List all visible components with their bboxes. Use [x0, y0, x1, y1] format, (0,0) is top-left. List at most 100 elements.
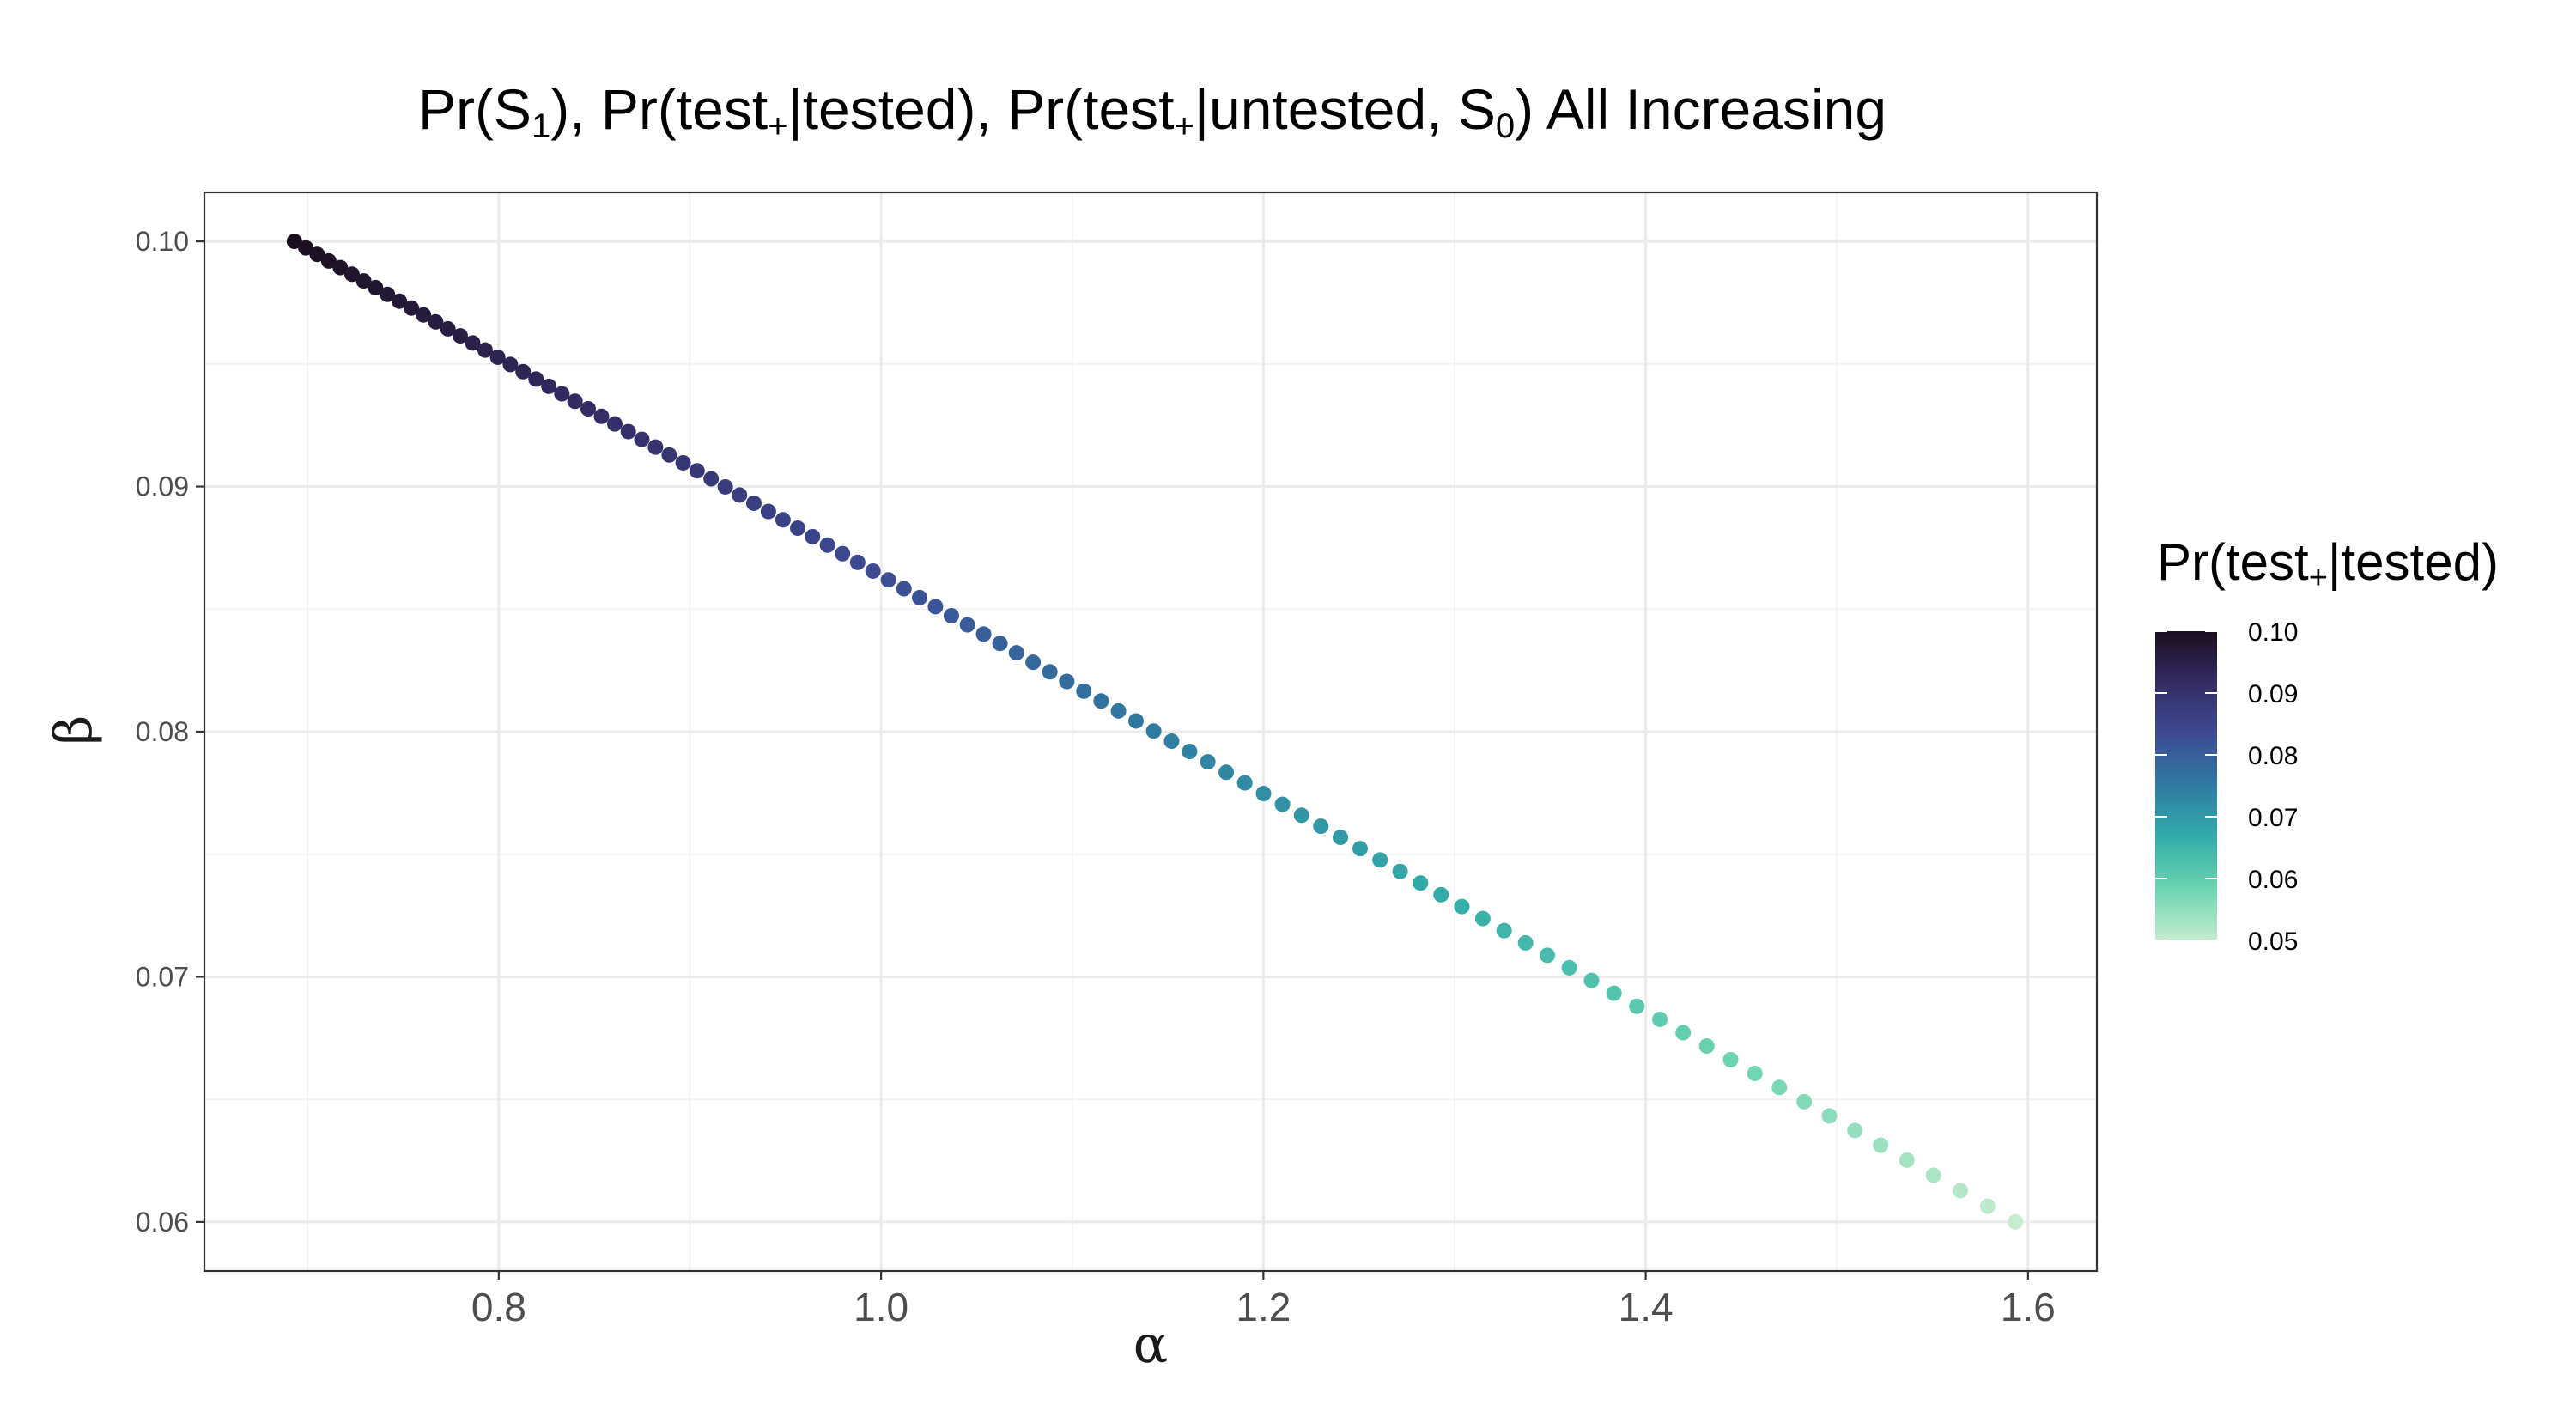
scatter-point	[2008, 1213, 2024, 1230]
x-tick-label: 1.0	[854, 1285, 908, 1329]
scatter-point	[1698, 1038, 1715, 1055]
major-gridlines	[204, 192, 2097, 1271]
scatter-point	[1059, 673, 1075, 690]
scatter-point	[620, 423, 636, 440]
scatter-point	[1274, 796, 1291, 812]
chart-title: Pr(S1), Pr(test+|tested), Pr(test+|untes…	[418, 77, 1886, 145]
scatter-point	[320, 252, 337, 269]
scatter-point	[309, 246, 325, 263]
scatter-point	[440, 320, 456, 337]
scatter-point	[865, 563, 881, 579]
scatter-point	[452, 328, 468, 344]
scatter-point	[580, 401, 596, 417]
scatter-point	[975, 626, 992, 642]
scatter-point	[286, 234, 302, 250]
scatter-point	[1771, 1079, 1788, 1096]
scatter-point	[634, 431, 650, 447]
scatter-point	[1352, 841, 1368, 857]
scatter-point	[428, 313, 444, 330]
scatter-point	[489, 349, 506, 365]
scatter-point	[1652, 1011, 1668, 1027]
scatter-point	[1847, 1122, 1863, 1139]
scatter-point	[368, 279, 384, 295]
y-axis-title: β	[44, 715, 104, 745]
plot-panel	[203, 191, 2099, 1273]
scatter-point	[805, 528, 821, 544]
scatter-point	[567, 393, 583, 410]
scatter-point	[760, 503, 776, 520]
scatter-point	[1583, 972, 1600, 988]
scatter-point	[1561, 959, 1577, 976]
legend-tick-label: 0.08	[2248, 742, 2298, 770]
legend-tick-label: 0.06	[2248, 866, 2298, 894]
scatter-point	[1454, 898, 1470, 915]
scatter-point	[1821, 1108, 1838, 1124]
scatter-point	[1474, 910, 1491, 927]
scatter-point	[1979, 1198, 1996, 1214]
scatter-point	[1606, 985, 1622, 1001]
scatter-point	[819, 537, 835, 553]
scatter-point	[1008, 645, 1024, 661]
scatter-point	[502, 356, 519, 373]
x-axis-title: α	[1133, 1315, 1169, 1375]
scatter-point	[835, 545, 851, 562]
scatter-point	[661, 447, 677, 463]
scatter-point	[675, 454, 691, 471]
scatter-point	[1953, 1183, 1969, 1199]
scatter-point	[849, 554, 866, 570]
scatter-point	[959, 617, 975, 633]
scatter-point	[1675, 1025, 1692, 1041]
x-axis-ticks: 0.8 1.0 1.2 1.4 1.6	[471, 1271, 2056, 1329]
color-legend: Pr(test+|tested) 0.10 0.09 0.08 0.07 0.06 0.0…	[2155, 533, 2499, 956]
y-tick-label: 0.08	[136, 716, 189, 747]
legend-tick-label: 0.05	[2248, 927, 2298, 956]
scatter-point	[880, 572, 896, 588]
scatter-point	[554, 386, 570, 402]
scatter-point	[392, 293, 408, 309]
scatter-point	[689, 463, 705, 479]
scatter-point	[1629, 998, 1645, 1014]
scatter-point	[927, 599, 944, 615]
scatter-point	[355, 273, 372, 289]
scatter-point	[647, 439, 664, 455]
scatter-point	[1392, 863, 1408, 879]
scatter-point	[992, 636, 1008, 652]
scatter-point	[477, 342, 494, 358]
scatter-point	[1433, 886, 1449, 903]
scatter-point	[1899, 1152, 1915, 1168]
legend-tick-label: 0.10	[2248, 618, 2298, 647]
legend-title: Pr(test+|tested)	[2157, 533, 2499, 596]
scatter-point	[416, 307, 432, 323]
scatter-points	[286, 234, 2024, 1230]
y-tick-label: 0.10	[136, 226, 189, 257]
scatter-point	[1496, 922, 1512, 939]
scatter-point	[528, 371, 544, 387]
scatter-point	[515, 363, 532, 380]
scatter-point	[1517, 934, 1534, 951]
scatter-point	[1127, 713, 1144, 729]
scatter-point	[1722, 1051, 1739, 1067]
scatter-point	[380, 286, 396, 302]
scatter-point	[717, 478, 733, 495]
legend-tick-label: 0.07	[2248, 804, 2298, 832]
scatter-point	[1540, 947, 1555, 964]
scatter-point	[912, 589, 928, 605]
scatter-point	[1236, 775, 1253, 791]
scatter-point	[746, 495, 762, 511]
x-tick-label: 1.4	[1619, 1285, 1674, 1329]
scatter-point	[1076, 683, 1092, 699]
scatter-point	[1255, 786, 1272, 802]
y-axis-ticks: 0.06 0.07 0.08 0.09 0.10	[136, 226, 204, 1238]
scatter-point	[1796, 1093, 1813, 1110]
scatter-point	[1333, 830, 1349, 846]
scatter-point	[790, 520, 806, 537]
scatter-point	[1313, 818, 1329, 835]
scatter-point	[732, 487, 748, 503]
legend-colorbar	[2155, 631, 2217, 940]
scatter-point	[1163, 733, 1180, 750]
scatter-point	[404, 300, 420, 316]
scatter-point	[541, 378, 557, 394]
scatter-point	[607, 416, 623, 432]
scatter-point	[1093, 693, 1109, 709]
